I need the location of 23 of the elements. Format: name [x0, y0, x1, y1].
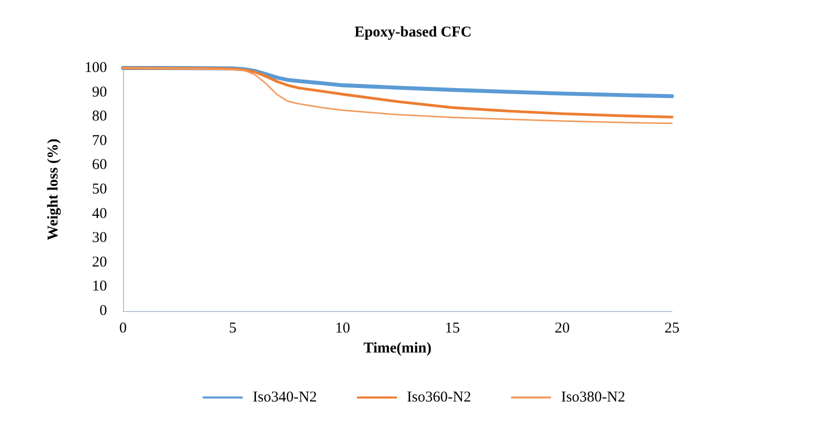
y-tick-label: 30	[92, 230, 107, 246]
legend-label: Iso380-N2	[561, 390, 626, 406]
y-tick-label: 10	[92, 278, 107, 295]
y-tick-label: 90	[92, 84, 107, 100]
y-tick-label: 0	[100, 303, 107, 319]
y-tick-label: 100	[84, 60, 107, 76]
x-axis-title: Time(min)	[363, 340, 432, 356]
x-tick-label: 20	[554, 320, 570, 336]
x-tick-label: 10	[335, 320, 350, 336]
x-tick-label: 5	[229, 320, 237, 336]
y-tick-label: 50	[92, 182, 107, 198]
x-tick-label: 25	[664, 320, 680, 336]
y-axis-title: Weight loss (%)	[46, 138, 62, 240]
y-tick-label: 60	[92, 157, 107, 174]
legend-label: Iso360-N2	[406, 390, 472, 406]
y-tick-label: 40	[92, 206, 107, 222]
y-tick-label: 80	[92, 108, 107, 125]
x-tick-label: 0	[119, 320, 127, 336]
y-tick-label: 70	[92, 132, 107, 149]
x-tick-label: 15	[444, 320, 460, 336]
legend-label: Iso340-N2	[252, 390, 317, 406]
y-tick-label: 20	[92, 254, 107, 270]
chart-title: Epoxy-based CFC	[354, 24, 472, 40]
